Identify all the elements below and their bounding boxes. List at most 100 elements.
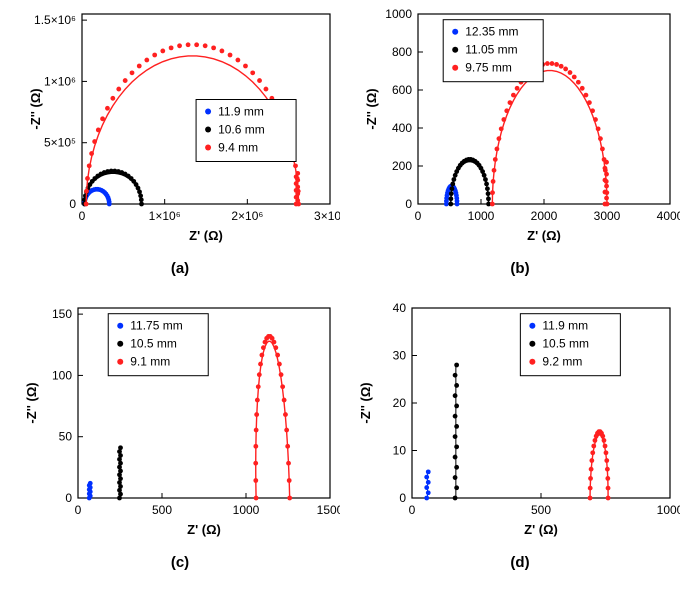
data-point [604, 196, 609, 201]
data-point [295, 171, 300, 176]
xtick-label: 0 [75, 503, 82, 517]
figure-root: 01×10⁶2×10⁶3×10⁶05×10⁵1×10⁶1.5×10⁶Z' (Ω)… [0, 0, 685, 592]
data-point [590, 450, 595, 455]
data-point [576, 80, 581, 85]
xtick-label: 2000 [531, 209, 558, 223]
data-point [490, 190, 495, 195]
data-point [604, 450, 609, 455]
panel-caption: (d) [500, 554, 540, 571]
data-point [277, 362, 282, 367]
data-point [450, 182, 455, 187]
ytick-label: 10 [393, 444, 407, 458]
xtick-label: 0 [415, 209, 422, 223]
data-point [243, 64, 248, 69]
ytick-label: 0 [69, 197, 76, 211]
data-point [123, 78, 128, 83]
data-point [426, 469, 431, 474]
data-point [492, 168, 497, 173]
data-point [588, 496, 593, 501]
data-point [485, 186, 490, 191]
data-point [169, 45, 174, 50]
xtick-label: 0 [409, 503, 416, 517]
panel-c: 050010001500050100150Z' (Ω)-Z'' (Ω)11.75… [20, 300, 340, 552]
data-point [220, 49, 225, 54]
data-point [228, 53, 233, 58]
data-point [499, 126, 504, 131]
data-point [600, 146, 605, 151]
data-point [490, 202, 495, 207]
data-point [449, 186, 454, 191]
xlabel: Z' (Ω) [524, 522, 558, 537]
ytick-label: 150 [52, 307, 72, 321]
legend: 11.9 mm10.6 mm9.4 mm [196, 100, 296, 162]
legend-label: 11.9 mm [218, 105, 264, 119]
panel-caption: (b) [500, 260, 540, 277]
xtick-label: 4000 [657, 209, 680, 223]
data-point [580, 86, 585, 91]
data-point [606, 486, 611, 491]
data-point [144, 58, 149, 63]
ytick-label: 1×10⁶ [44, 74, 76, 88]
data-point [454, 444, 459, 449]
data-point [282, 398, 287, 403]
data-point [194, 42, 199, 47]
data-point [559, 64, 564, 69]
data-point [604, 184, 609, 189]
panel-a: 01×10⁶2×10⁶3×10⁶05×10⁵1×10⁶1.5×10⁶Z' (Ω)… [20, 6, 340, 258]
xtick-label: 1000 [468, 209, 495, 223]
data-point [554, 62, 559, 67]
data-point [605, 476, 610, 481]
legend-label: 9.4 mm [218, 141, 258, 155]
data-point [87, 163, 92, 168]
xtick-label: 1000 [657, 503, 680, 517]
data-point [508, 100, 513, 105]
data-point [584, 93, 589, 98]
data-point [293, 163, 298, 168]
data-point [110, 96, 115, 101]
data-point [603, 202, 608, 207]
data-point [603, 166, 608, 171]
data-point [272, 340, 277, 345]
data-point [253, 478, 258, 483]
data-point [250, 70, 255, 75]
data-point [89, 151, 94, 156]
data-point [593, 117, 598, 122]
xtick-label: 500 [531, 503, 551, 517]
ytick-label: 100 [52, 368, 72, 382]
data-point [604, 160, 609, 165]
xtick-label: 1×10⁶ [149, 209, 181, 223]
ylabel: -Z'' (Ω) [28, 88, 43, 129]
data-point [255, 398, 260, 403]
data-point [453, 455, 458, 460]
data-point [254, 496, 259, 501]
data-point [454, 404, 459, 409]
data-point [285, 444, 290, 449]
panel-d: 05001000010203040Z' (Ω)-Z'' (Ω)11.9 mm10… [360, 300, 680, 552]
ytick-label: 0 [405, 197, 412, 211]
data-point [511, 93, 516, 98]
panel-b: 0100020003000400002004006008001000Z' (Ω)… [360, 6, 680, 258]
plot-b: 0100020003000400002004006008001000Z' (Ω)… [360, 6, 680, 258]
data-point [85, 176, 90, 181]
data-point [449, 191, 454, 196]
data-point [493, 157, 498, 162]
plot-c: 050010001500050100150Z' (Ω)-Z'' (Ω)11.75… [20, 300, 340, 552]
data-point [604, 458, 609, 463]
legend-label: 9.2 mm [542, 355, 582, 369]
data-point [105, 106, 110, 111]
data-point [606, 496, 611, 501]
data-point [482, 173, 487, 178]
data-point [504, 108, 509, 113]
data-point [486, 191, 491, 196]
ytick-label: 20 [393, 396, 407, 410]
data-point [92, 139, 97, 144]
data-point [454, 465, 459, 470]
data-point [451, 177, 456, 182]
xtick-label: 500 [152, 503, 172, 517]
data-point [287, 496, 292, 501]
data-point [589, 467, 594, 472]
ytick-label: 400 [392, 121, 412, 135]
legend: 12.35 mm11.05 mm9.75 mm [443, 20, 543, 82]
data-point [454, 424, 459, 429]
data-point [453, 496, 458, 501]
